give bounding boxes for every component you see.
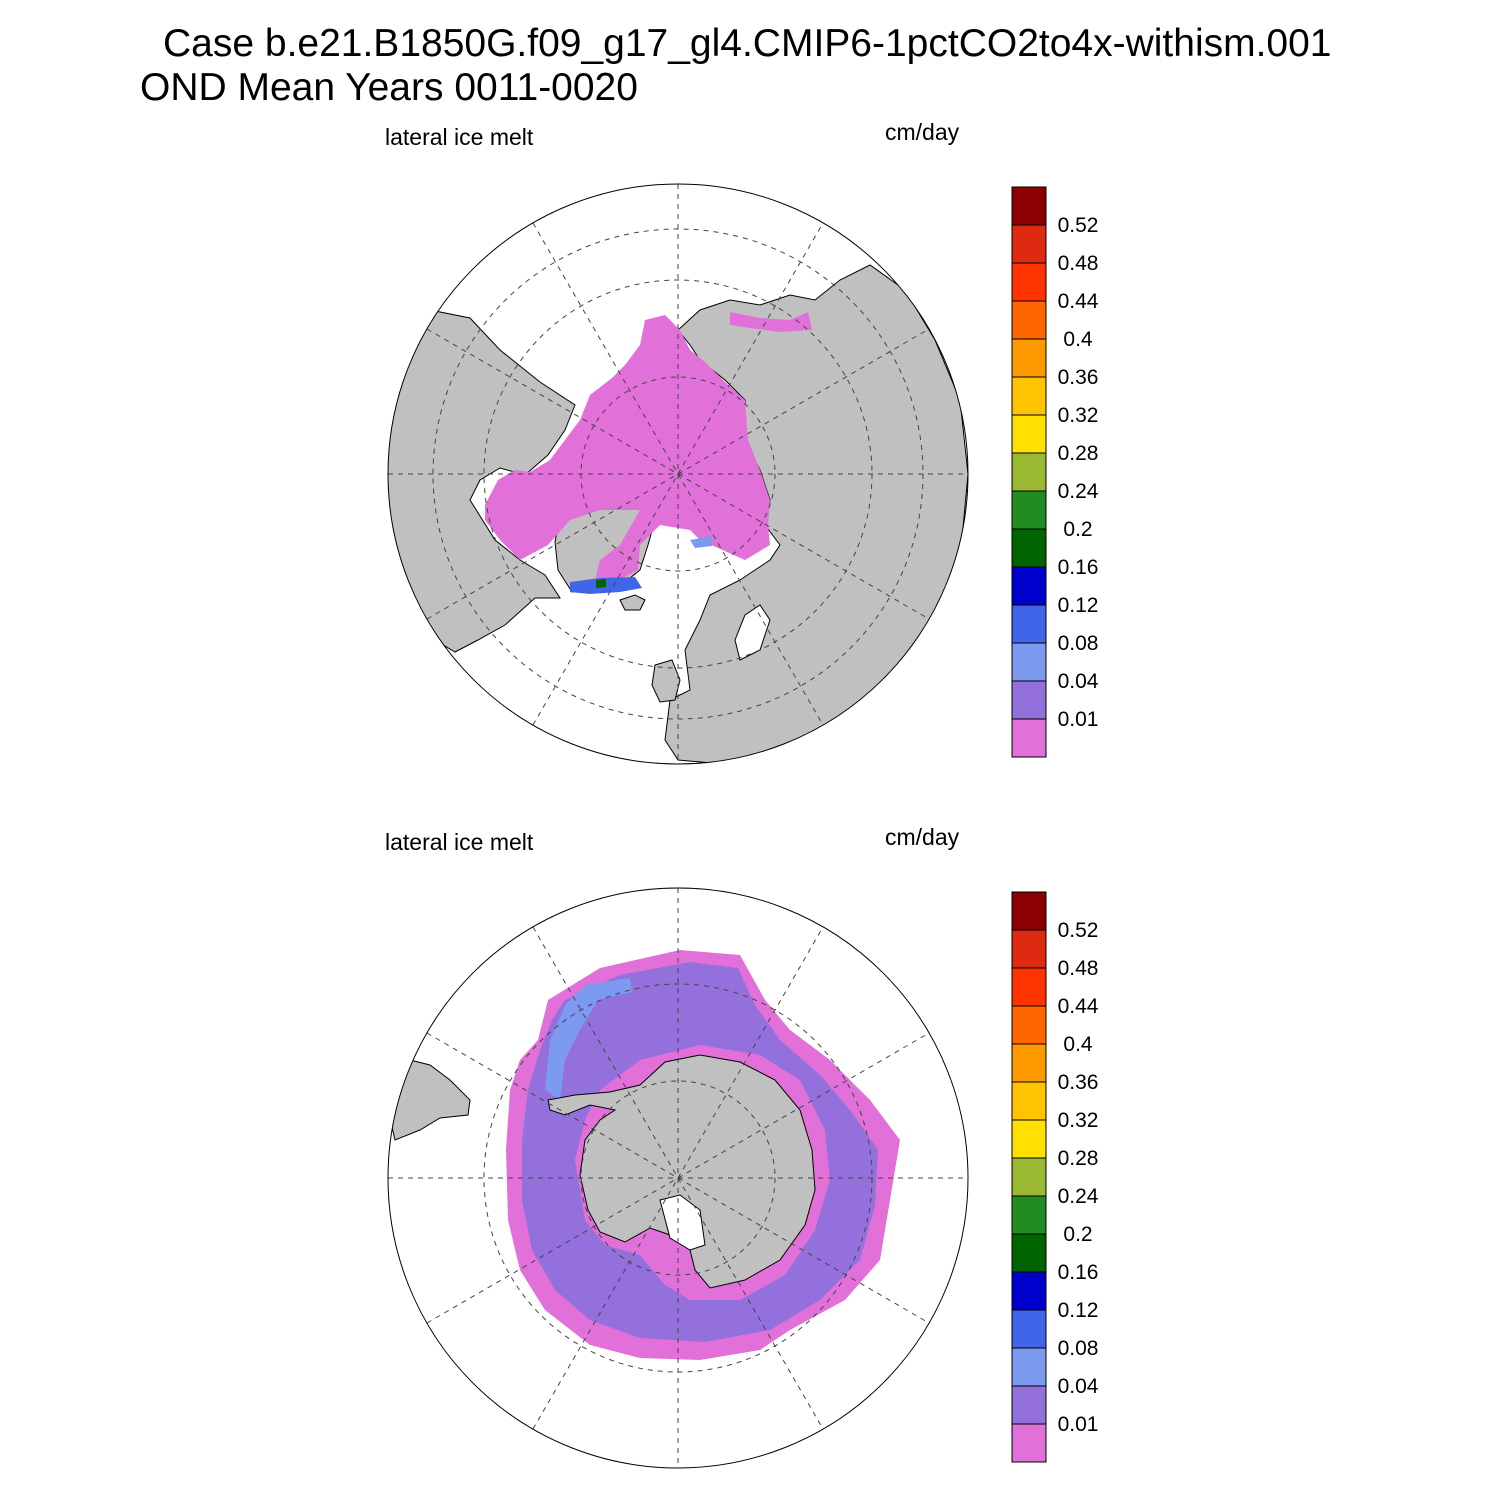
south-colorbar-swatch xyxy=(1011,1347,1047,1387)
south-colorbar-tick-label: 0.36 xyxy=(1058,1071,1099,1094)
north-colorbar-swatch xyxy=(1011,642,1047,682)
south-variable-label: lateral ice melt xyxy=(385,829,534,855)
south-colorbar-swatch xyxy=(1011,1309,1047,1349)
south-colorbar-tick-label: 0.52 xyxy=(1058,919,1099,942)
south-america-land xyxy=(388,1059,471,1141)
north-colorbar-swatch xyxy=(1011,414,1047,454)
south-colorbar-swatch xyxy=(1011,1385,1047,1425)
south-colorbar-tick-label: 0.44 xyxy=(1058,995,1099,1018)
north-colorbar-tick-label: 0.16 xyxy=(1058,556,1099,579)
south-colorbar-swatch xyxy=(1011,1271,1047,1311)
south-colorbar-tick-label: 0.16 xyxy=(1058,1261,1099,1284)
north-colorbar-swatch xyxy=(1011,300,1047,340)
north-colorbar-swatch xyxy=(1011,718,1047,758)
south-colorbar-tick-label: 0.32 xyxy=(1058,1109,1099,1132)
south-colorbar-swatch xyxy=(1011,1119,1047,1159)
arctic-ice-melt-field xyxy=(485,315,770,582)
north-colorbar-swatch xyxy=(1011,566,1047,606)
north-variable-label: lateral ice melt xyxy=(385,124,534,150)
south-colorbar-swatch xyxy=(1011,1195,1047,1235)
north-colorbar-tick-label: 0.24 xyxy=(1058,480,1099,503)
north-colorbar-tick-label: 0.28 xyxy=(1058,442,1099,465)
north-colorbar-tick-label: 0.4 xyxy=(1063,328,1093,351)
south-colorbar-swatch xyxy=(1011,1423,1047,1463)
figure-title-case: Case b.e21.B1850G.f09_g17_gl4.CMIP6-1pct… xyxy=(163,22,1332,65)
south-colorbar-tick-label: 0.28 xyxy=(1058,1147,1099,1170)
south-colorbar-swatch xyxy=(1011,1157,1047,1197)
north-colorbar-swatch xyxy=(1011,490,1047,530)
south-colorbar-tick-label: 0.2 xyxy=(1063,1223,1092,1246)
north-colorbar-swatch xyxy=(1011,338,1047,378)
north-colorbar-swatch xyxy=(1011,604,1047,644)
figure-title-period: OND Mean Years 0011-0020 xyxy=(140,66,638,109)
north-colorbar-swatch xyxy=(1011,680,1047,720)
south-colorbar-swatch xyxy=(1011,1043,1047,1083)
north-colorbar-tick-label: 0.04 xyxy=(1058,670,1099,693)
british-isles-land xyxy=(651,659,681,703)
north-colorbar-tick-label: 0.2 xyxy=(1063,518,1092,541)
north-colorbar-tick-label: 0.12 xyxy=(1058,594,1099,617)
south-units-label: cm/day xyxy=(885,824,960,850)
north-polar-map xyxy=(387,183,969,765)
south-colorbar-swatch xyxy=(1011,1005,1047,1045)
south-colorbar-tick-label: 0.4 xyxy=(1063,1033,1093,1056)
south-colorbar-tick-label: 0.04 xyxy=(1058,1375,1099,1398)
north-colorbar-tick-label: 0.01 xyxy=(1058,708,1099,731)
north-colorbar-swatch xyxy=(1011,224,1047,264)
south-colorbar-swatch xyxy=(1011,967,1047,1007)
north-colorbar-tick-label: 0.32 xyxy=(1058,404,1099,427)
south-colorbar: 0.01 0.04 0.08 0.12 0.16 0.2 0.24 0.28 0.32 0.36 0… xyxy=(1011,891,1099,1463)
north-colorbar-swatch xyxy=(1011,528,1047,568)
south-polar-map xyxy=(387,887,969,1469)
south-colorbar-tick-label: 0.08 xyxy=(1058,1337,1099,1360)
north-colorbar-swatch xyxy=(1011,262,1047,302)
north-colorbar-tick-label: 0.08 xyxy=(1058,632,1099,655)
iceland-land xyxy=(619,594,646,611)
north-colorbar-swatch xyxy=(1011,452,1047,492)
south-colorbar-tick-label: 0.12 xyxy=(1058,1299,1099,1322)
south-colorbar-tick-label: 0.01 xyxy=(1058,1413,1099,1436)
south-colorbar-swatch xyxy=(1011,1081,1047,1121)
north-colorbar-tick-label: 0.36 xyxy=(1058,366,1099,389)
north-colorbar-swatch xyxy=(1011,376,1047,416)
antarctica-land xyxy=(547,1054,816,1289)
south-colorbar-swatch xyxy=(1011,891,1047,931)
north-colorbar-tick-label: 0.44 xyxy=(1058,290,1099,313)
south-colorbar-swatch xyxy=(1011,1233,1047,1273)
north-units-label: cm/day xyxy=(885,119,960,145)
north-colorbar-tick-label: 0.52 xyxy=(1058,214,1099,237)
north-colorbar: 0.01 0.04 0.08 0.12 0.16 0.2 0.24 0.28 0.32 0.36 0… xyxy=(1011,186,1099,758)
southern-ice-melt-moderate xyxy=(545,978,632,1100)
south-colorbar-tick-label: 0.24 xyxy=(1058,1185,1099,1208)
south-colorbar-swatch xyxy=(1011,929,1047,969)
north-colorbar-swatch xyxy=(1011,186,1047,226)
north-colorbar-tick-label: 0.48 xyxy=(1058,252,1099,275)
south-colorbar-tick-label: 0.48 xyxy=(1058,957,1099,980)
